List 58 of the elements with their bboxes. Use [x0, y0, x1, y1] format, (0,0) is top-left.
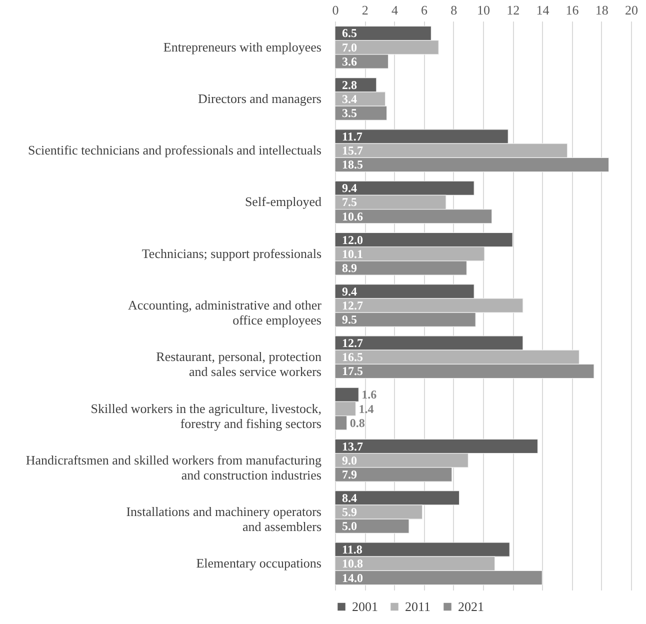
- x-tick-label: 8: [450, 2, 458, 18]
- data-label: 8.4: [342, 490, 357, 505]
- data-label: 9.0: [342, 453, 357, 468]
- data-label: 9.4: [342, 181, 357, 196]
- data-label: 7.0: [342, 40, 357, 54]
- x-tick-label: 0: [332, 2, 339, 18]
- data-label: 18.5: [342, 158, 363, 172]
- data-label: 12.7: [342, 298, 363, 312]
- data-label: 16.5: [342, 350, 363, 364]
- data-label: 12.7: [342, 336, 363, 350]
- data-label: 2.8: [342, 78, 357, 92]
- data-label: 9.4: [342, 284, 357, 298]
- legend-label: 2011: [405, 598, 431, 614]
- x-tick-label: 18: [595, 2, 608, 18]
- x-tick-label: 10: [477, 2, 490, 18]
- y-tick-label: Entrepreneurs with employees: [163, 39, 322, 54]
- data-label: 10.8: [342, 556, 363, 571]
- x-tick-label: 14: [536, 2, 550, 18]
- y-tick-label: Directors and managers: [198, 90, 322, 106]
- data-label: 1.6: [362, 388, 377, 402]
- y-tick-label: Accounting, administrative and other office employees: [128, 298, 322, 328]
- legend-label: 2001: [352, 598, 378, 614]
- data-label: 12.0: [342, 232, 363, 247]
- y-tick-label: Elementary occupations: [196, 556, 322, 571]
- data-label: 10.6: [342, 209, 363, 224]
- data-label: 13.7: [342, 439, 363, 454]
- y-tick-label: Technicians; support professionals: [142, 246, 322, 261]
- data-label: 1.4: [358, 402, 374, 416]
- data-label: 14.0: [342, 570, 363, 585]
- data-label: 3.4: [342, 92, 357, 106]
- data-label: 9.5: [342, 312, 357, 327]
- x-tick-label: 6: [421, 2, 428, 18]
- y-tick-label: Restaurant, personal, protection and sales service workers: [156, 349, 322, 380]
- y-tick-label: Self-employed: [244, 194, 322, 210]
- x-tick-label: 16: [566, 2, 580, 18]
- data-label: 15.7: [342, 144, 363, 158]
- data-label: 10.1: [342, 246, 363, 261]
- x-tick-label: 2: [362, 2, 368, 18]
- data-label: 11.8: [342, 542, 362, 557]
- data-label: 7.9: [342, 468, 357, 482]
- data-label: 7.5: [342, 195, 357, 210]
- y-tick-label: Skilled workers in the agriculture, livestock, forestry and fishing sectors: [90, 400, 322, 431]
- data-label: 0.8: [350, 416, 365, 430]
- data-label: 5.0: [342, 519, 357, 534]
- y-tick-label: Handicraftsmen and skilled workers from manufacturing and construction industries: [26, 452, 322, 482]
- x-tick-label: 12: [506, 2, 520, 18]
- data-label: 8.9: [342, 260, 357, 275]
- legend-label: 2021: [458, 598, 484, 614]
- data-label: 6.5: [342, 26, 357, 40]
- y-tick-label: Scientific technicians and professionals and intellectuals: [28, 142, 322, 158]
- x-tick-label: 4: [391, 2, 398, 18]
- x-tick-label: 20: [625, 2, 638, 18]
- data-label: 17.5: [342, 364, 363, 378]
- data-label: 5.9: [342, 505, 357, 520]
- data-label: 3.5: [342, 106, 357, 120]
- y-tick-label: Installations and machinery operators and assemblers: [126, 504, 322, 534]
- data-label: 11.7: [342, 129, 362, 144]
- data-label: 3.6: [342, 54, 357, 68]
